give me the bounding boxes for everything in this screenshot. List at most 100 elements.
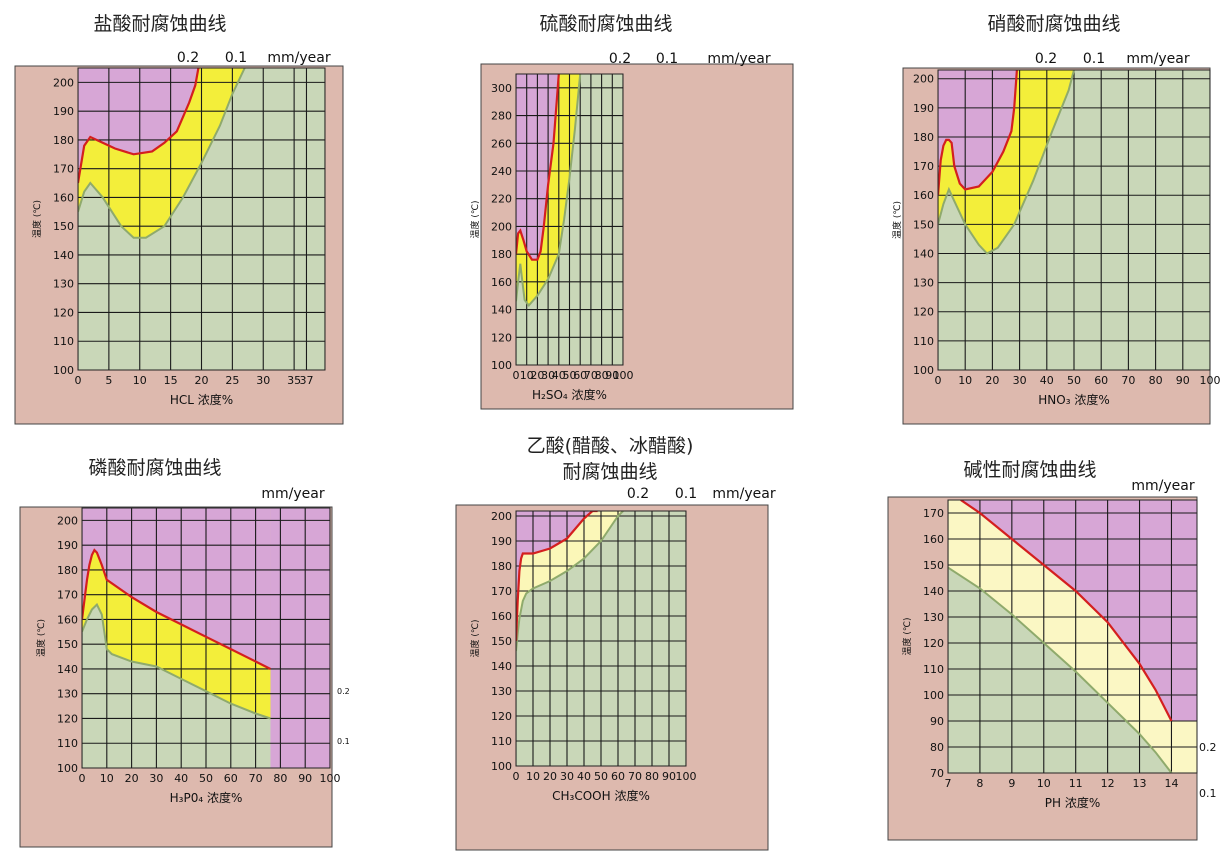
chart-title: 盐酸耐腐蚀曲线 <box>93 13 226 35</box>
x-tick-label: 60 <box>573 369 587 382</box>
y-tick-label: 100 <box>53 364 74 377</box>
line-label-0-1: 0.1 <box>1083 51 1105 67</box>
y-tick-label: 150 <box>53 220 74 233</box>
x-tick-label: 10 <box>100 772 114 785</box>
line-label-0-2: 0.2 <box>609 51 631 67</box>
y-tick-label: 150 <box>913 218 934 231</box>
line-label-0-1: 0.1 <box>656 51 678 67</box>
y-tick-label: 70 <box>930 767 944 780</box>
y-tick-label: 100 <box>913 364 934 377</box>
plot-area <box>938 70 1210 370</box>
series-line-0-1 <box>516 511 624 652</box>
x-tick-label: 20 <box>985 374 999 387</box>
high-corrosion-region <box>82 508 271 669</box>
y-tick-label: 120 <box>53 306 74 319</box>
x-tick-label: 80 <box>1149 374 1163 387</box>
series-line-0-2 <box>78 68 200 184</box>
x-axis-label: H₃P0₄ 浓度% <box>170 790 243 805</box>
y-tick-label: 120 <box>491 710 512 723</box>
chart-panel-2: 0 102030405060708090100100120140160180200… <box>469 13 794 410</box>
x-tick-label: 60 <box>1094 374 1108 387</box>
x-tick-label: 30 <box>560 770 574 783</box>
unit-label: mm/year <box>707 51 770 67</box>
grid <box>938 70 1210 370</box>
x-tick-label: 11 <box>1069 777 1083 790</box>
line-label-0-2: 0.2 <box>627 486 649 502</box>
grid <box>516 74 623 365</box>
x-tick-label: 9 <box>1008 777 1015 790</box>
chart-title: 硫酸耐腐蚀曲线 <box>539 13 672 35</box>
unit-label: mm/year <box>1131 478 1194 494</box>
x-tick-label: 7 <box>945 777 952 790</box>
plot-area <box>78 68 325 370</box>
y-tick-label: 190 <box>53 105 74 118</box>
chart-title-line: 耐腐蚀曲线 <box>562 461 657 483</box>
x-tick-label: 100 <box>613 369 634 382</box>
x-axis-label: HNO₃ 浓度% <box>1038 392 1109 407</box>
series-line-0-1 <box>78 68 246 239</box>
y-axis-label: 温度 (℃) <box>891 201 903 239</box>
x-tick-label: 90 <box>298 772 312 785</box>
plot-border <box>937 69 1211 371</box>
y-tick-label: 130 <box>491 685 512 698</box>
line-label-0-2: 0.2 <box>1035 51 1057 67</box>
y-tick-label: 120 <box>57 712 78 725</box>
x-tick-label: 10 <box>526 770 540 783</box>
grid <box>82 508 330 768</box>
y-tick-label: 180 <box>53 134 74 147</box>
y-tick-label: 160 <box>923 533 944 546</box>
grid <box>516 511 686 766</box>
y-tick-label: 120 <box>923 637 944 650</box>
x-tick-label: 100 <box>320 772 341 785</box>
chart-title: 碱性耐腐蚀曲线 <box>963 459 1096 481</box>
series-line-0-1 <box>82 602 271 720</box>
plot-area <box>516 511 686 766</box>
y-tick-label: 170 <box>913 160 934 173</box>
high-corrosion-region <box>270 508 330 768</box>
y-axis-label: 温度 (℃) <box>901 618 913 656</box>
x-tick-label: 10 <box>133 374 147 387</box>
y-tick-label: 140 <box>913 247 934 260</box>
x-tick-label: 14 <box>1164 777 1178 790</box>
x-tick-label: 80 <box>645 770 659 783</box>
y-tick-label: 170 <box>53 163 74 176</box>
plot-border <box>947 499 1198 774</box>
plot-border <box>515 73 624 366</box>
y-tick-label: 180 <box>491 248 512 261</box>
grid <box>948 500 1197 773</box>
x-tick-label: 30 <box>1013 374 1027 387</box>
side-label-0-2: 0.2 <box>1199 741 1217 754</box>
x-tick-label: 30 <box>256 374 270 387</box>
y-tick-label: 140 <box>923 585 944 598</box>
plot-area <box>82 508 330 768</box>
y-tick-label: 130 <box>913 277 934 290</box>
y-tick-label: 140 <box>57 663 78 676</box>
y-tick-label: 160 <box>491 610 512 623</box>
series-line-0-1 <box>938 70 1075 255</box>
high-corrosion-region <box>78 68 199 184</box>
x-tick-label: 60 <box>611 770 625 783</box>
series-line-0-2 <box>82 548 271 670</box>
plot-border <box>77 67 326 371</box>
y-tick-label: 200 <box>491 220 512 233</box>
x-tick-label: 0 <box>75 374 82 387</box>
y-tick-label: 150 <box>491 635 512 648</box>
x-tick-label: 50 <box>1067 374 1081 387</box>
x-tick-label: 8 <box>976 777 983 790</box>
y-tick-label: 100 <box>57 762 78 775</box>
x-tick-label: 5 <box>105 374 112 387</box>
y-axis-label: 温度 (℃) <box>469 201 481 239</box>
x-tick-label: 20 <box>125 772 139 785</box>
y-tick-label: 160 <box>491 276 512 289</box>
x-tick-label: 80 <box>273 772 287 785</box>
series-line-0-1 <box>516 74 582 307</box>
y-tick-label: 130 <box>57 688 78 701</box>
x-tick-label: 10 <box>520 369 534 382</box>
y-tick-label: 110 <box>913 335 934 348</box>
unit-label: mm/year <box>712 486 775 502</box>
x-tick-label: 50 <box>563 369 577 382</box>
y-tick-label: 110 <box>57 737 78 750</box>
y-axis-label: 温度 (℃) <box>469 620 481 658</box>
x-tick-label: 13 <box>1133 777 1147 790</box>
